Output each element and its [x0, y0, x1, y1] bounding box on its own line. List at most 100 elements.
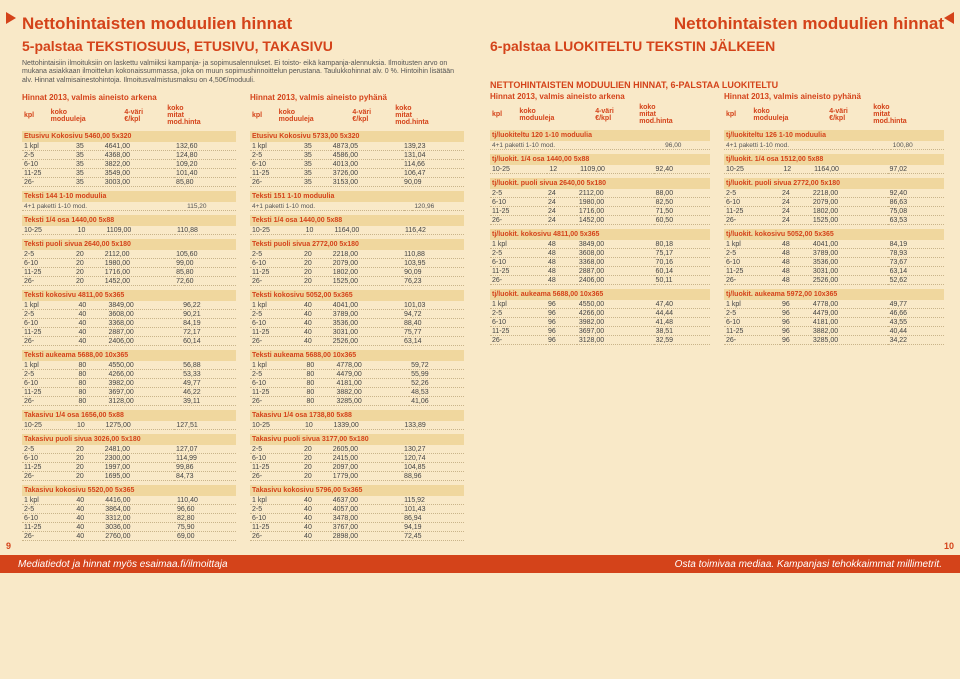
cell: 40: [74, 496, 103, 505]
table-row: 11-25963697,0038,51: [490, 327, 710, 336]
cell: 96: [546, 327, 577, 336]
cell: 40: [76, 328, 106, 337]
cell: 2526,00: [331, 337, 402, 346]
cell: 39,11: [181, 397, 236, 406]
cell: 4368,00: [103, 151, 174, 160]
cell: 3536,00: [811, 258, 888, 267]
band-label: Teksti puoli sivua 2772,00 5x180: [250, 239, 464, 250]
cell: 49,77: [181, 379, 236, 388]
cell: 101,40: [174, 169, 236, 178]
cell: 2415,00: [331, 454, 402, 463]
table-row: 2-5242112,0088,00: [490, 189, 710, 198]
col-head: kpl: [250, 104, 277, 127]
band-label: tj/luokit. aukeama 5972,00 10x365: [724, 289, 944, 300]
cell: 6-10: [22, 379, 76, 388]
cell: 40: [76, 319, 106, 328]
band-label: Takasivu puoli sivua 3177,00 5x180: [250, 434, 464, 445]
band-label: Teksti 1/4 osa 1440,00 5x88: [250, 215, 464, 226]
table-row: 6-10202415,00120,74: [250, 454, 464, 463]
col-head: kokomitatmod.hinta: [637, 103, 710, 126]
cell: 96: [780, 336, 811, 345]
table-row: 2-5804479,0055,99: [250, 370, 464, 379]
table-row: 2-5403864,0096,60: [22, 505, 236, 514]
cell: 4550,00: [577, 300, 654, 309]
cell: 10: [76, 226, 105, 235]
col-head: kpl: [724, 103, 751, 126]
cell: 6-10: [724, 198, 780, 207]
cell: 96,00: [663, 141, 710, 150]
table-row: 6-10804181,0052,26: [250, 379, 464, 388]
table-row: 1 kpl404637,00115,92: [250, 496, 464, 505]
cell: 1716,00: [577, 207, 654, 216]
cell: 1 kpl: [22, 301, 76, 310]
cell: 40: [76, 337, 106, 346]
cell: 40: [302, 496, 331, 505]
cell: 96: [780, 327, 811, 336]
cell: 11-25: [724, 207, 780, 216]
cell: 40: [302, 301, 331, 310]
cell: 40: [76, 301, 106, 310]
cell: 48,53: [409, 388, 464, 397]
cell: 24: [546, 189, 577, 198]
cell: 78,93: [888, 249, 944, 258]
table-row: 2-5964266,0044,44: [490, 309, 710, 318]
table-row: 26-201779,0088,96: [250, 472, 464, 481]
cell: 4479,00: [811, 309, 888, 318]
cell: 84,73: [174, 472, 236, 481]
cell: 26-: [22, 337, 76, 346]
table-row: 26-241452,0060,50: [490, 216, 710, 225]
cell: 96: [780, 318, 811, 327]
cell: 127,07: [174, 445, 236, 454]
cell: 1 kpl: [22, 496, 74, 505]
band-label: tj/luokit. puoli sivua 2772,00 5x180: [724, 178, 944, 189]
table-row: 11-25201716,0085,80: [22, 268, 236, 277]
cell: 35: [302, 151, 331, 160]
price-table: tj/luokit. 1/4 osa 1440,00 5x8810-251211…: [490, 154, 710, 174]
cell: 94,72: [402, 310, 464, 319]
cell: 47,40: [654, 300, 710, 309]
cell: 3982,00: [577, 318, 654, 327]
cell: 2218,00: [811, 189, 888, 198]
table-row: 11-25241802,0075,08: [724, 207, 944, 216]
price-table: Takasivu puoli sivua 3026,00 5x1802-5202…: [22, 434, 236, 481]
cell: 1452,00: [103, 277, 174, 286]
cell: 3128,00: [106, 397, 181, 406]
cell: 6-10: [250, 454, 302, 463]
cell: 2-5: [250, 445, 302, 454]
cell: 1802,00: [331, 268, 402, 277]
price-table: tj/luokit. puoli sivua 2772,00 5x1802-52…: [724, 178, 944, 225]
table-row: 11-25483031,0063,14: [724, 267, 944, 276]
price-table: Teksti 151 1-10 moduulia4+1 paketti 1-10…: [250, 191, 464, 211]
footer-bar: Mediatiedot ja hinnat myös esaimaa.fi/il…: [0, 555, 960, 573]
table-row: 6-10202079,00103,95: [250, 259, 464, 268]
cell: 11-25: [490, 327, 546, 336]
table-row: 1 kpl483849,0080,18: [490, 240, 710, 249]
band-label: Takasivu kokosivu 5520,00 5x365: [22, 485, 236, 496]
cell: 3882,00: [334, 388, 409, 397]
price-table: Takasivu kokosivu 5520,00 5x3651 kpl4044…: [22, 485, 236, 541]
cell: 20: [74, 454, 103, 463]
table-row: 26-963285,0034,22: [724, 336, 944, 345]
table-row: 1 kpl964778,0049,77: [724, 300, 944, 309]
price-table: Teksti puoli sivua 2772,00 5x1802-520221…: [250, 239, 464, 286]
cell: 1525,00: [811, 216, 888, 225]
cell: 2-5: [22, 310, 76, 319]
cell: 3789,00: [331, 310, 402, 319]
col-head: kokomitatmod.hinta: [165, 104, 236, 127]
cell: 35: [302, 169, 331, 178]
cell: 90,21: [181, 310, 236, 319]
cell: 2300,00: [103, 454, 174, 463]
table-row: 6-10483368,0070,16: [490, 258, 710, 267]
cell: 75,77: [402, 328, 464, 337]
cell: 49,77: [888, 300, 944, 309]
cell: 1 kpl: [250, 361, 304, 370]
table-row: 11-25201997,0099,86: [22, 463, 236, 472]
cell: 6-10: [22, 160, 74, 169]
cell: 20: [302, 277, 331, 286]
table-row: 2-5804266,0053,33: [22, 370, 236, 379]
cell: 48: [780, 267, 811, 276]
cell: 96: [546, 318, 577, 327]
band-label: tj/luokiteltu 126 1-10 moduulia: [724, 130, 944, 141]
cell: 26-: [250, 337, 302, 346]
cell: 6-10: [490, 198, 546, 207]
